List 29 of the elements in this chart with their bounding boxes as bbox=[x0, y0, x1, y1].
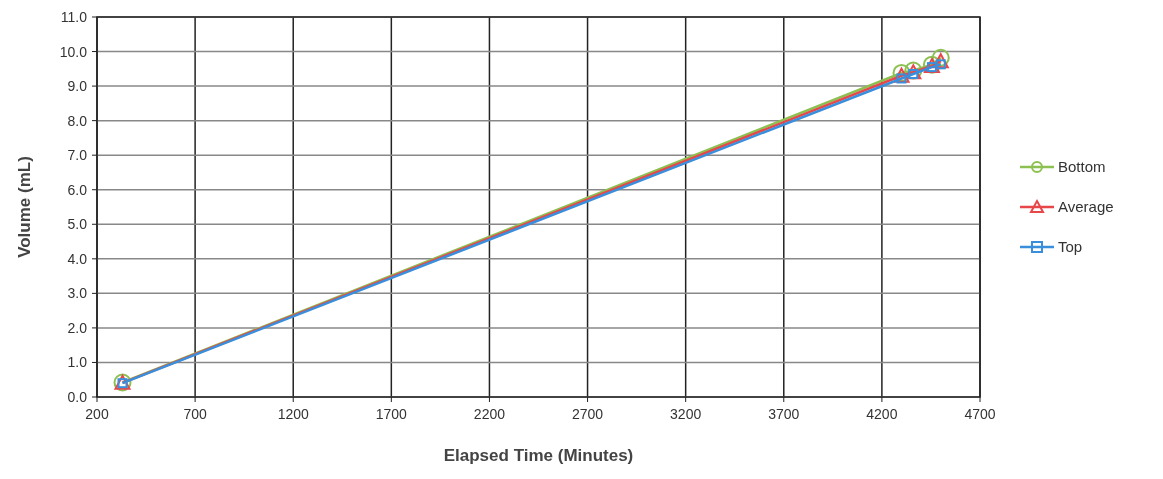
x-tick-label: 3200 bbox=[670, 406, 702, 422]
x-tick-label: 2700 bbox=[571, 406, 604, 422]
point bbox=[932, 53, 949, 69]
y-axis-title: Volume (mL) bbox=[15, 156, 34, 258]
legend-label: Top bbox=[1058, 238, 1083, 255]
x-tick-label: 2200 bbox=[473, 406, 506, 422]
legend-label: Bottom bbox=[1058, 158, 1106, 175]
y-tick-label: 2.0 bbox=[67, 319, 88, 336]
y-tick-label: 1.0 bbox=[67, 354, 88, 371]
x-tick-label: 700 bbox=[183, 406, 207, 422]
x-axis-title: Elapsed Time (Minutes) bbox=[443, 446, 634, 465]
y-tick-label: 3.0 bbox=[67, 285, 88, 302]
x-tick-label: 4700 bbox=[964, 406, 996, 422]
x-tick-label: 1200 bbox=[277, 406, 309, 422]
y-tick-label: 7.0 bbox=[67, 147, 88, 164]
y-tick-label: 6.0 bbox=[67, 181, 88, 198]
legend-label: Average bbox=[1058, 198, 1114, 215]
y-tick-label: 0.0 bbox=[67, 389, 88, 405]
y-tick-label: 9.0 bbox=[67, 78, 88, 95]
x-tick-label: 3700 bbox=[768, 406, 800, 422]
x-tick-label: 1700 bbox=[375, 406, 408, 422]
x-tick-label: 4200 bbox=[866, 406, 898, 422]
x-tick-label: 200 bbox=[85, 406, 109, 422]
y-tick-label: 8.0 bbox=[67, 112, 88, 129]
y-tick-label: 11.0 bbox=[60, 9, 88, 25]
y-tick-label: 10.0 bbox=[59, 43, 88, 60]
y-tick-label: 5.0 bbox=[67, 216, 88, 233]
point bbox=[931, 48, 950, 67]
y-tick-label: 4.0 bbox=[67, 250, 88, 267]
